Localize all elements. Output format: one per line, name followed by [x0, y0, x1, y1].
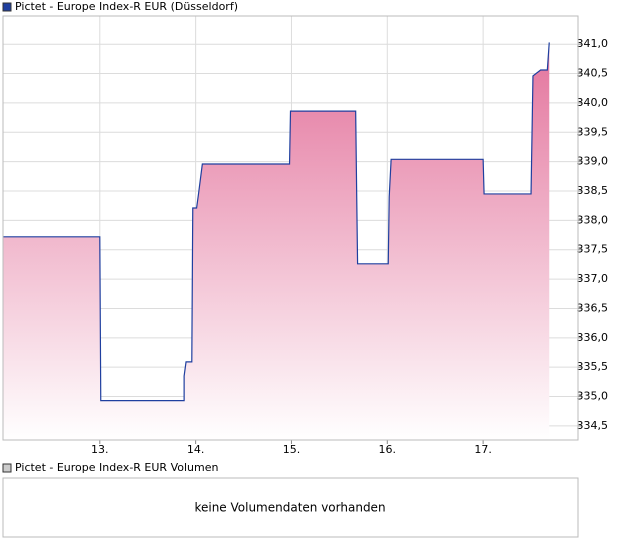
y-tick-label: 339,0 — [577, 155, 609, 168]
x-tick-label: 17. — [474, 443, 492, 456]
y-tick-label: 336,0 — [577, 331, 609, 344]
area — [3, 42, 550, 441]
y-tick-label: 337,0 — [577, 272, 609, 285]
y-tick-label: 340,0 — [577, 96, 609, 109]
x-tick-label: 14. — [187, 443, 205, 456]
y-tick-label: 341,0 — [577, 37, 609, 50]
volume-message: keine Volumendaten vorhanden — [194, 501, 385, 515]
y-tick-label: 336,5 — [577, 301, 609, 314]
y-tick-label: 338,0 — [577, 213, 609, 226]
x-tick-label: 16. — [379, 443, 397, 456]
y-tick-label: 338,5 — [577, 184, 609, 197]
line — [3, 42, 550, 402]
plot-frame — [2, 15, 579, 441]
y-tick-label: 340,5 — [577, 67, 609, 80]
y-tick-label: 335,5 — [577, 360, 609, 373]
volume-legend: Pictet - Europe Index-R EUR Volumen — [15, 461, 218, 474]
legend-swatch — [2, 463, 12, 473]
legend-label: Pictet - Europe Index-R EUR (Düsseldorf) — [15, 0, 238, 13]
x-tick-label: 13. — [91, 443, 109, 456]
y-tick-label: 335,0 — [577, 390, 609, 403]
volume-panel — [2, 477, 579, 538]
x-tick-label: 15. — [283, 443, 301, 456]
y-tick-label: 339,5 — [577, 125, 609, 138]
y-tick-label: 334,5 — [577, 419, 609, 432]
legend-swatch — [2, 2, 12, 12]
y-tick-label: 337,5 — [577, 243, 609, 256]
